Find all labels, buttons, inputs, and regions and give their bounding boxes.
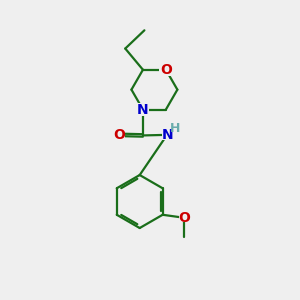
FancyBboxPatch shape bbox=[179, 213, 188, 222]
Text: N: N bbox=[137, 103, 149, 116]
FancyBboxPatch shape bbox=[136, 103, 149, 116]
FancyBboxPatch shape bbox=[162, 130, 172, 140]
FancyBboxPatch shape bbox=[113, 129, 125, 141]
Text: O: O bbox=[160, 63, 172, 77]
Text: O: O bbox=[178, 211, 190, 225]
Text: O: O bbox=[113, 128, 125, 142]
FancyBboxPatch shape bbox=[159, 63, 172, 76]
Text: H: H bbox=[170, 122, 181, 136]
Text: N: N bbox=[161, 128, 173, 142]
